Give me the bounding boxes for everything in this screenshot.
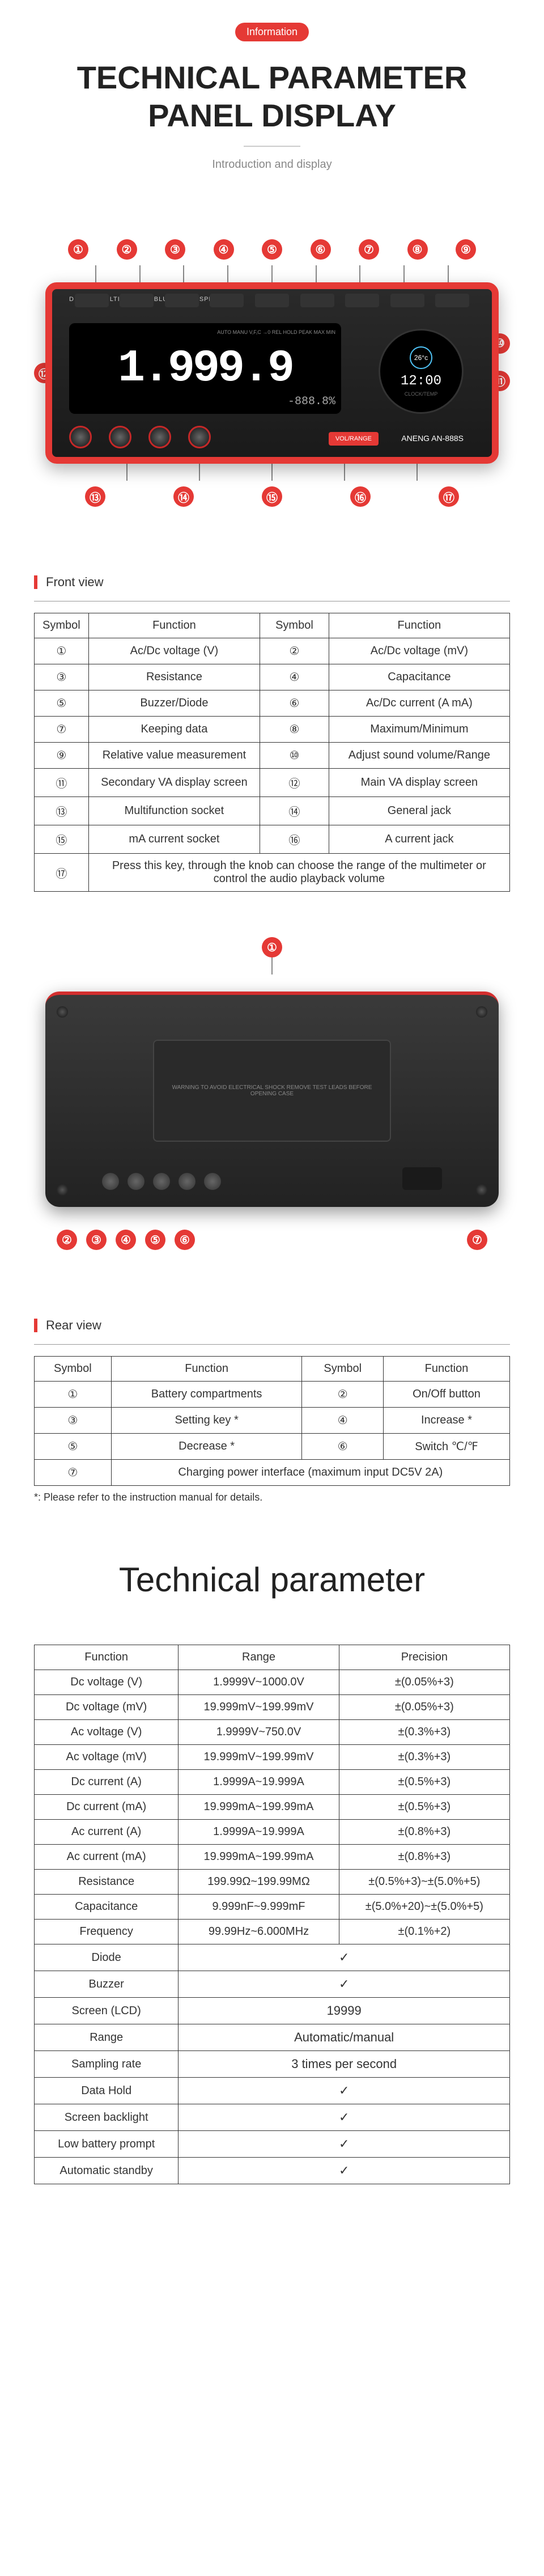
label-circle: ⑥ xyxy=(175,1230,195,1250)
tech-table-section: FunctionRangePrecision Dc voltage (V)1.9… xyxy=(0,1622,544,2207)
label-circle: ⑤ xyxy=(145,1230,165,1250)
label-circle: ③ xyxy=(165,239,185,260)
label-circle: ④ xyxy=(116,1230,136,1250)
clock-time: 12:00 xyxy=(401,374,441,389)
label-circle: ⑤ xyxy=(262,239,282,260)
label-circle: ⑨ xyxy=(456,239,476,260)
label-circle: ① xyxy=(68,239,88,260)
label-circle: ⑯ xyxy=(350,486,371,507)
subtitle: Introduction and display xyxy=(34,158,510,171)
rear-view-diagram: ① WARNING TO AVOID ELECTRICAL SHOCK REMO… xyxy=(0,937,544,1250)
front-view-diagram: ①②③④⑤⑥⑦⑧⑨ ⑫ ⑩ ⑪ DIGITAL MULTIMETER & BLU… xyxy=(0,239,544,507)
label-circle: ⑰ xyxy=(439,486,459,507)
rear-warning-panel: WARNING TO AVOID ELECTRICAL SHOCK REMOVE… xyxy=(153,1040,391,1142)
label-circle: ② xyxy=(117,239,137,260)
rear-label-7: ⑦ xyxy=(467,1230,487,1250)
front-view-header: Front view xyxy=(46,575,103,590)
charging-port xyxy=(402,1167,442,1190)
label-circle: ⑥ xyxy=(311,239,331,260)
front-table-section: Front view SymbolFunctionSymbolFunction … xyxy=(0,529,544,914)
rear-label-1: ① xyxy=(262,937,282,957)
rear-table: SymbolFunctionSymbolFunction ①Battery co… xyxy=(34,1356,510,1486)
label-circle: ⑮ xyxy=(262,486,282,507)
info-badge: Information xyxy=(235,23,309,41)
lcd-sub: -888.8% xyxy=(288,395,335,408)
front-table: SymbolFunctionSymbolFunction ①Ac/Dc volt… xyxy=(34,613,510,892)
clock-temp: 26°c xyxy=(410,346,432,369)
label-circle: ⑧ xyxy=(407,239,428,260)
vol-range-btn: VOL/RANGE xyxy=(329,432,379,446)
label-circle: ④ xyxy=(214,239,234,260)
label-circle: ⑦ xyxy=(359,239,379,260)
tech-title: Technical parameter xyxy=(0,1560,544,1599)
clock-display: 26°c 12:00 CLOCK/TEMP xyxy=(379,329,464,414)
divider xyxy=(244,146,300,147)
rear-table-section: Rear view SymbolFunctionSymbolFunction ①… xyxy=(0,1273,544,1526)
device-rear: WARNING TO AVOID ELECTRICAL SHOCK REMOVE… xyxy=(45,992,499,1207)
rear-note: *: Please refer to the instruction manua… xyxy=(34,1492,510,1503)
label-circle: ⑬ xyxy=(85,486,105,507)
rear-view-header: Rear view xyxy=(46,1318,101,1333)
label-circle: ⑭ xyxy=(173,486,194,507)
lcd-digits: 1.999.9 xyxy=(118,343,292,395)
clock-label: CLOCK/TEMP xyxy=(405,391,438,397)
label-circle: ③ xyxy=(86,1230,107,1250)
lcd-main: 1.999.9 -888.8% AUTO MANU V,F,C →0 REL H… xyxy=(69,323,341,414)
brand-label: ANENG AN-888S xyxy=(401,434,464,443)
lcd-icons: AUTO MANU V,F,C →0 REL HOLD PEAK MAX MIN xyxy=(217,329,335,336)
header-section: Information TECHNICAL PARAMETER PANEL DI… xyxy=(0,0,544,217)
main-title: TECHNICAL PARAMETER PANEL DISPLAY xyxy=(34,58,510,134)
label-circle: ② xyxy=(57,1230,77,1250)
device-front: DIGITAL MULTIMETER & BLUETOOTH SPEAKER 1… xyxy=(45,282,499,464)
tech-table: FunctionRangePrecision Dc voltage (V)1.9… xyxy=(34,1645,510,2184)
